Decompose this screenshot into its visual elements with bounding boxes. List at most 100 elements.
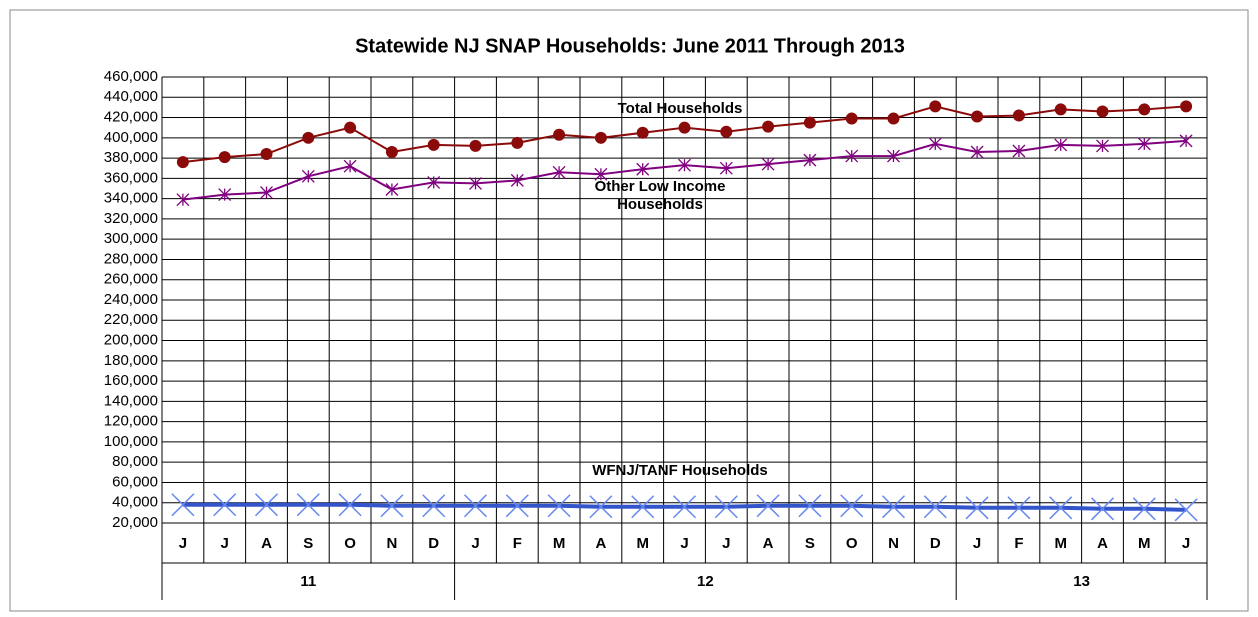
- point: [213, 493, 237, 517]
- point: [631, 495, 655, 519]
- y-tick-label: 100,000: [104, 433, 158, 450]
- point: [762, 120, 775, 133]
- point-stroke: [631, 495, 655, 519]
- point: [260, 148, 273, 161]
- x-tick-label: M: [553, 535, 566, 552]
- point: [344, 121, 357, 134]
- x-tick-label: D: [428, 535, 439, 552]
- point-stroke: [254, 493, 279, 517]
- y-tick-label: 180,000: [104, 352, 158, 369]
- point: [761, 157, 775, 171]
- x-tick-label: A: [763, 535, 774, 552]
- x-tick-label: S: [805, 535, 815, 552]
- point: [1049, 496, 1073, 520]
- point: [463, 494, 488, 518]
- point: [756, 494, 780, 518]
- point: [1012, 144, 1026, 158]
- x-tick-label: J: [722, 535, 730, 552]
- point: [505, 494, 529, 518]
- point: [301, 169, 315, 183]
- point: [254, 493, 279, 517]
- point: [887, 149, 900, 163]
- point: [845, 149, 859, 163]
- chart-border: [9, 9, 1249, 612]
- point: [469, 139, 482, 152]
- y-tick-label: 240,000: [104, 291, 158, 308]
- point-stroke: [965, 496, 989, 520]
- point: [678, 121, 691, 134]
- point: [714, 495, 738, 519]
- x-tick-label: F: [1014, 535, 1023, 552]
- point: [803, 116, 816, 129]
- series-annotation: WFNJ/TANF Households: [592, 462, 768, 479]
- point-stroke: [463, 494, 488, 518]
- point: [840, 494, 864, 518]
- point: [380, 494, 404, 518]
- point: [385, 183, 399, 196]
- group-label: 13: [1073, 573, 1090, 590]
- x-tick-label: A: [261, 535, 272, 552]
- point: [296, 493, 320, 517]
- y-tick-label: 320,000: [104, 210, 158, 227]
- point: [928, 137, 942, 151]
- x-tick-label: J: [471, 535, 479, 552]
- point-stroke: [589, 495, 613, 519]
- point-stroke: [547, 494, 571, 518]
- x-tick-label: F: [513, 535, 522, 552]
- point: [636, 162, 650, 176]
- point: [803, 153, 817, 167]
- point: [1174, 498, 1198, 522]
- point: [720, 125, 733, 138]
- point-stroke: [756, 494, 780, 518]
- x-tick-label: O: [846, 535, 858, 552]
- chart-title: Statewide NJ SNAP Households: June 2011 …: [355, 35, 905, 57]
- y-tick-label: 380,000: [104, 149, 158, 166]
- point-stroke: [923, 495, 947, 519]
- point: [845, 112, 858, 125]
- x-tick-label: O: [344, 535, 356, 552]
- point: [343, 159, 357, 173]
- point: [970, 145, 984, 159]
- x-tick-label: M: [636, 535, 649, 552]
- point: [1137, 137, 1151, 151]
- point: [1012, 109, 1025, 122]
- y-tick-label: 200,000: [104, 332, 158, 349]
- point: [929, 100, 942, 113]
- x-tick-label: J: [179, 535, 187, 552]
- point: [672, 495, 697, 519]
- point: [1179, 134, 1193, 148]
- y-tick-label: 20,000: [112, 514, 158, 531]
- point: [427, 175, 441, 189]
- point-stroke: [798, 494, 822, 518]
- y-tick-label: 140,000: [104, 392, 158, 409]
- point: [553, 128, 566, 141]
- series-annotation: Total Households: [617, 100, 743, 117]
- y-tick-label: 40,000: [112, 494, 158, 511]
- point: [302, 131, 315, 144]
- point: [427, 138, 440, 151]
- point: [1054, 138, 1068, 152]
- point: [1132, 497, 1156, 521]
- point: [1138, 103, 1151, 116]
- point-stroke: [1090, 497, 1115, 521]
- y-tick-label: 160,000: [104, 372, 158, 389]
- point: [385, 146, 398, 159]
- point: [965, 496, 989, 520]
- point: [719, 161, 733, 175]
- y-tick-label: 60,000: [112, 473, 158, 490]
- x-tick-label: A: [1097, 535, 1108, 552]
- point-stroke: [881, 495, 906, 519]
- y-tick-label: 420,000: [104, 109, 158, 126]
- point: [971, 110, 984, 123]
- point-stroke: [338, 493, 362, 517]
- point-stroke: [672, 495, 697, 519]
- y-tick-label: 360,000: [104, 169, 158, 186]
- x-tick-label: A: [595, 535, 606, 552]
- series-annotation-box: Total Households: [617, 100, 743, 117]
- x-tick-label: S: [303, 535, 313, 552]
- point: [881, 495, 906, 519]
- y-tick-label: 400,000: [104, 129, 158, 146]
- point-stroke: [422, 494, 446, 518]
- y-tick-label: 280,000: [104, 250, 158, 267]
